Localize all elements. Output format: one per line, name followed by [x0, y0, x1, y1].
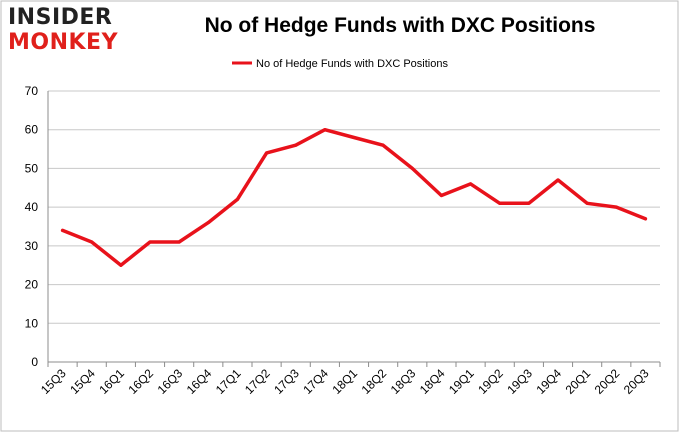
data-point: [410, 166, 414, 170]
x-tick-label: 19Q4: [533, 366, 564, 397]
x-tick-label: 16Q3: [155, 366, 186, 397]
logo-line-1: INSIDER: [8, 5, 113, 30]
y-tick-label: 10: [25, 316, 39, 330]
data-point: [439, 194, 443, 198]
y-tick-label: 40: [25, 200, 39, 214]
data-point: [265, 151, 269, 155]
data-point: [527, 201, 531, 205]
x-tick-label: 16Q4: [184, 366, 215, 397]
y-tick-label: 0: [31, 355, 38, 369]
data-point: [148, 240, 152, 244]
x-tick-label: 18Q3: [388, 366, 419, 397]
x-tick-label: 19Q1: [446, 366, 477, 397]
chart-title: No of Hedge Funds with DXC Positions: [204, 14, 596, 37]
x-tick-label: 19Q2: [475, 366, 506, 397]
x-tick-label: 20Q3: [621, 366, 652, 397]
x-tick-label: 18Q1: [329, 366, 360, 397]
data-point: [352, 135, 356, 139]
y-tick-label: 50: [25, 161, 39, 175]
data-point: [177, 240, 181, 244]
data-point: [585, 201, 589, 205]
data-point: [614, 205, 618, 209]
y-tick-label: 30: [25, 239, 39, 253]
data-point: [381, 143, 385, 147]
data-point: [469, 182, 473, 186]
data-point: [556, 178, 560, 182]
data-point: [206, 221, 210, 225]
x-tick-label: 20Q1: [563, 366, 594, 397]
data-point: [323, 128, 327, 132]
data-point: [119, 263, 123, 267]
logo-line-2: MONKEY: [8, 30, 119, 55]
data-point: [90, 240, 94, 244]
data-point: [235, 197, 239, 201]
y-tick-label: 60: [25, 123, 39, 137]
x-tick-label: 17Q3: [271, 366, 302, 397]
y-tick-label: 20: [25, 278, 39, 292]
insider-monkey-logo: INSIDER MONKEY: [8, 6, 132, 56]
x-tick-label: 15Q3: [38, 366, 69, 397]
x-tick-label: 17Q2: [242, 366, 273, 397]
x-tick-label: 19Q3: [504, 366, 535, 397]
x-tick-label: 15Q4: [67, 366, 98, 397]
series-line: [60, 127, 648, 267]
x-tick-label: 17Q4: [300, 366, 331, 397]
x-tick-label: 17Q1: [213, 366, 244, 397]
x-tick-label: 16Q1: [96, 366, 127, 397]
data-point: [61, 228, 65, 232]
data-point: [643, 217, 647, 221]
legend-label: No of Hedge Funds with DXC Positions: [256, 58, 448, 70]
x-tick-label: 16Q2: [125, 366, 156, 397]
x-tick-label: 20Q2: [592, 366, 623, 397]
x-tick-label: 18Q4: [417, 366, 448, 397]
y-tick-label: 70: [25, 84, 39, 98]
data-point: [294, 143, 298, 147]
x-tick-label: 18Q2: [359, 366, 390, 397]
data-point: [498, 201, 502, 205]
